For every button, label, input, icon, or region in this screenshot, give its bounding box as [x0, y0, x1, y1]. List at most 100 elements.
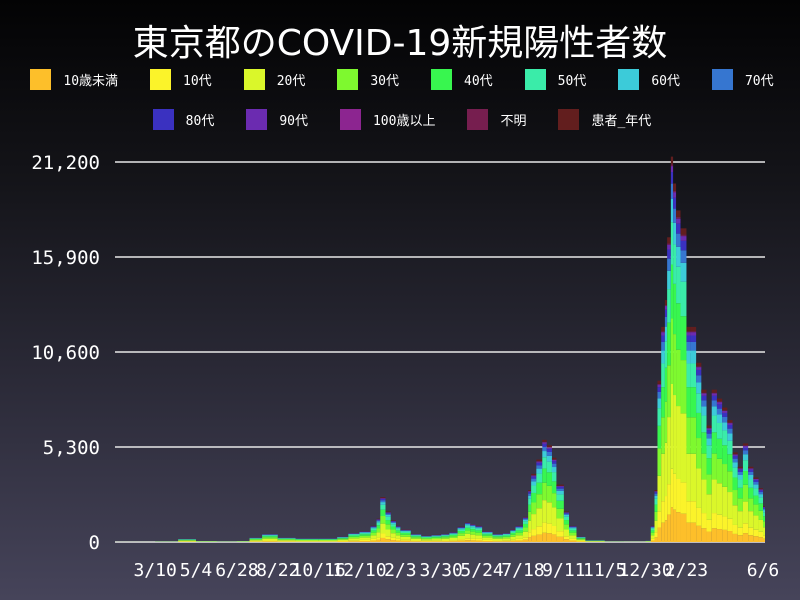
bar-segment: [676, 266, 681, 304]
legend-row-1: 10歳未満 10代 20代 30代 40代 50代 60代 70代: [0, 69, 800, 90]
bar-segment: [716, 483, 723, 515]
bar-segment: [676, 478, 681, 513]
bar-segment: [522, 517, 529, 519]
bar-segment: [470, 540, 476, 542]
bar-segment: [400, 539, 411, 541]
bar-segment: [701, 415, 707, 433]
bar-segment: [711, 453, 717, 480]
bar-segment: [522, 521, 529, 524]
bar-segment: [551, 472, 557, 482]
bar-segment: [661, 417, 665, 454]
bar-segment: [664, 304, 668, 306]
bar-segment: [546, 447, 552, 450]
bar-segment: [441, 538, 450, 541]
bar-segment: [690, 326, 697, 332]
bar-segment: [657, 511, 662, 528]
bar-segment: [670, 199, 674, 223]
x-tick-label: 8/22: [256, 560, 299, 581]
bar-segment: [359, 535, 371, 538]
x-tick-label: 3/10: [133, 560, 176, 581]
bar-segment: [249, 539, 263, 541]
legend-label: 10歳未満: [63, 74, 119, 89]
y-tick-label: 15,900: [31, 247, 100, 269]
x-tick-label: 5/4: [180, 560, 213, 581]
bar-segment: [661, 501, 665, 523]
bar-segment: [657, 398, 662, 409]
bar-segment: [482, 537, 493, 540]
bar-segment: [528, 492, 532, 494]
bar-segment: [673, 197, 677, 209]
legend-swatch: [337, 69, 359, 90]
y-tick-label: 10,600: [31, 342, 100, 364]
bar-segment: [742, 454, 749, 461]
bar-segment: [732, 505, 738, 525]
bar-segment: [690, 387, 697, 418]
bar-segment: [657, 384, 662, 388]
bar-segment: [376, 520, 381, 522]
bar-segment: [546, 451, 552, 456]
bar-segment: [551, 481, 557, 494]
bar-segment: [431, 541, 442, 542]
bar-segment: [482, 533, 493, 535]
bar-segment: [385, 529, 391, 537]
bar-segment: [737, 535, 743, 542]
bar-segment: [753, 515, 759, 530]
bar-segment: [510, 531, 516, 533]
bar-segment: [376, 537, 381, 540]
legend-label: 20代: [276, 74, 306, 89]
bar-segment: [673, 334, 677, 396]
bar-segment: [385, 539, 391, 542]
x-tick-label: 11/5: [583, 560, 626, 581]
bar-segment: [262, 538, 278, 541]
bar-segment: [475, 526, 483, 528]
bar-segment: [510, 532, 516, 535]
bar-segment: [763, 521, 765, 528]
bar-segment: [528, 532, 532, 538]
bar-segment: [758, 537, 763, 542]
bar-segment: [664, 341, 668, 368]
bar-segment: [376, 528, 381, 533]
bar-segment: [515, 528, 523, 531]
bar-segment: [556, 500, 564, 509]
bar-segment: [249, 538, 263, 540]
legend-label: 100歳以上: [372, 114, 436, 129]
bar-segment: [748, 535, 754, 542]
bar-segment: [528, 491, 532, 493]
bar-segment: [556, 486, 564, 489]
bar-segment: [376, 519, 381, 521]
bar-segment: [536, 494, 543, 509]
bar-segment: [528, 504, 532, 512]
bar-segment: [482, 535, 493, 538]
bar-segment: [661, 387, 665, 418]
bar-segment: [650, 535, 655, 539]
legend-item: 60代: [618, 69, 680, 90]
bar-segment: [706, 474, 712, 495]
bar-segment: [475, 540, 483, 542]
bar-segment: [753, 479, 759, 481]
bar-segment: [569, 538, 577, 541]
bar-segment: [722, 516, 728, 530]
bar-segment: [457, 527, 466, 529]
bar-segment: [680, 234, 687, 236]
legend-item: 100歳以上: [339, 109, 436, 130]
bar-segment: [536, 459, 543, 462]
y-tick-label: 5,300: [43, 437, 100, 459]
bar-segment: [348, 534, 360, 535]
bar-segment: [470, 524, 476, 526]
legend-label: 不明: [500, 114, 527, 129]
legend-swatch: [246, 109, 268, 130]
bar-segment: [457, 535, 466, 540]
bar-segment: [737, 471, 743, 475]
bar-segment: [410, 536, 422, 538]
bar-segment: [716, 458, 723, 484]
bar-segment: [676, 223, 681, 234]
legend-label: 80代: [185, 114, 215, 129]
bar-segment: [661, 326, 665, 332]
bar-segment: [701, 479, 707, 514]
bar-segment: [680, 513, 687, 542]
bar-segment: [262, 536, 278, 538]
legend-label: 90代: [279, 114, 308, 129]
bar-segment: [650, 538, 655, 541]
bar-segment: [531, 481, 537, 486]
bar-segment: [410, 538, 422, 541]
